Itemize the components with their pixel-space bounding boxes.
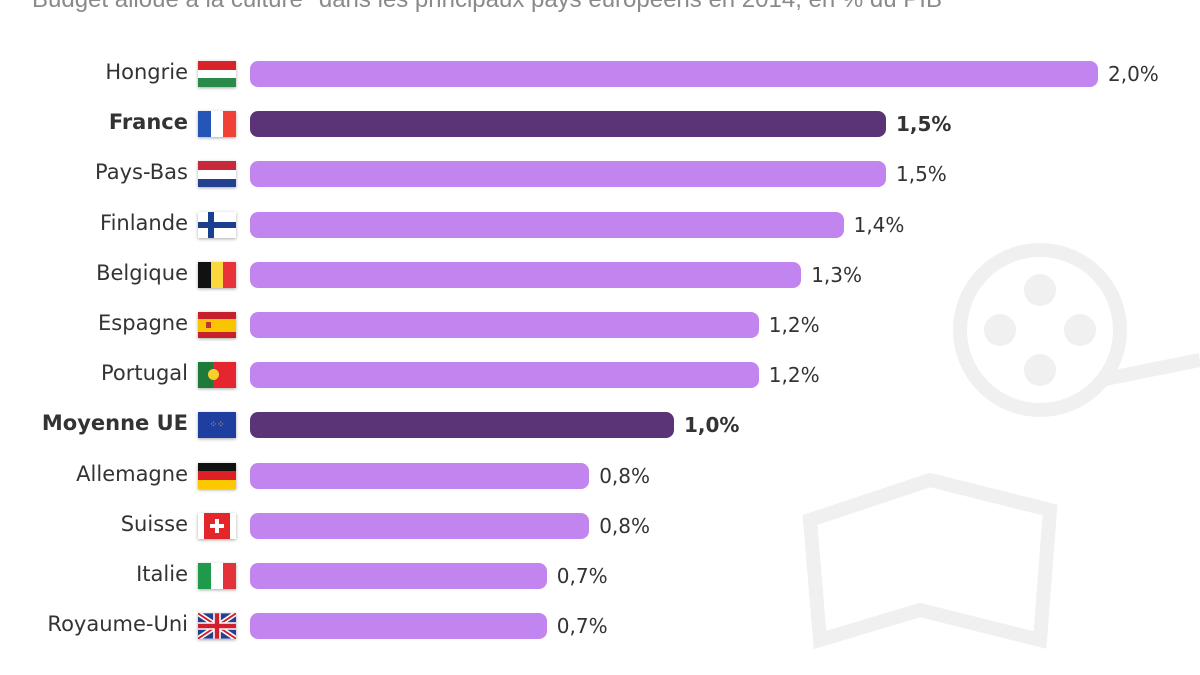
value-label: 1,2% xyxy=(768,313,820,337)
flag-portugal-icon xyxy=(198,362,236,389)
category-label: Belgique xyxy=(96,260,188,285)
bar-row: Suisse 0,8% xyxy=(0,501,1200,551)
bar xyxy=(250,512,590,539)
value-label: 1,3% xyxy=(811,262,862,287)
category-label: Pays-Bas xyxy=(94,160,188,185)
flag-hungary-icon xyxy=(198,61,236,87)
bar-row: Pays-Bas 1,5% xyxy=(0,149,1200,199)
chart-title: Budget alloué à la culture* dans les pri… xyxy=(32,0,942,14)
flag-eu-icon: ⁘⁘ xyxy=(198,412,236,439)
bar xyxy=(250,111,886,138)
bar xyxy=(250,462,590,489)
value-label: 2,0% xyxy=(1108,62,1159,86)
category-label: Espagne xyxy=(98,311,188,335)
value-label: 1,0% xyxy=(684,413,740,438)
value-label: 1,5% xyxy=(896,112,952,137)
category-label: France xyxy=(108,110,188,135)
bar-row: Espagne 1,2% xyxy=(0,300,1200,350)
bar-row: Royaume-Uni 0,7% xyxy=(0,601,1200,651)
bar xyxy=(250,563,547,589)
bar xyxy=(250,261,802,288)
value-label: 1,5% xyxy=(896,162,947,187)
flag-france-icon xyxy=(198,111,236,138)
category-label: Portugal xyxy=(101,361,188,386)
bar xyxy=(250,412,674,439)
bar-row: Moyenne UE ⁘⁘ 1,0% xyxy=(0,400,1200,450)
bar-row: Finlande 1,4% xyxy=(0,200,1200,250)
bar-row: Allemagne 0,8% xyxy=(0,451,1200,501)
flag-spain-icon xyxy=(198,312,236,338)
category-label: Moyenne UE xyxy=(41,411,188,436)
category-label: Italie xyxy=(136,562,188,586)
flag-germany-icon xyxy=(198,462,236,489)
bar-row: Hongrie 2,0% xyxy=(0,49,1200,99)
flag-belgium-icon xyxy=(198,261,236,288)
bar-row: Belgique 1,3% xyxy=(0,250,1200,300)
bar xyxy=(250,312,759,338)
bar xyxy=(250,362,759,389)
flag-switzerland-icon xyxy=(198,512,236,539)
value-label: 0,8% xyxy=(599,513,650,538)
value-label: 1,2% xyxy=(768,363,820,388)
bar xyxy=(250,161,886,188)
value-label: 0,7% xyxy=(556,564,608,588)
category-label: Hongrie xyxy=(105,60,188,84)
bar xyxy=(250,211,844,238)
value-label: 0,7% xyxy=(556,614,608,639)
bar-row: France 1,5% xyxy=(0,99,1200,149)
value-label: 0,8% xyxy=(599,463,650,488)
bar-row: Italie 0,7% xyxy=(0,551,1200,601)
category-label: Suisse xyxy=(120,511,188,536)
flag-netherlands-icon xyxy=(198,161,236,188)
category-label: Royaume-Uni xyxy=(47,612,188,637)
flag-uk-icon xyxy=(198,613,236,640)
bar xyxy=(250,61,1098,87)
flag-italy-icon xyxy=(198,563,236,589)
category-label: Allemagne xyxy=(76,461,188,486)
bar xyxy=(250,613,547,640)
category-label: Finlande xyxy=(100,210,188,235)
value-label: 1,4% xyxy=(853,212,905,237)
flag-finland-icon xyxy=(198,211,236,238)
bar-row: Portugal 1,2% xyxy=(0,350,1200,400)
